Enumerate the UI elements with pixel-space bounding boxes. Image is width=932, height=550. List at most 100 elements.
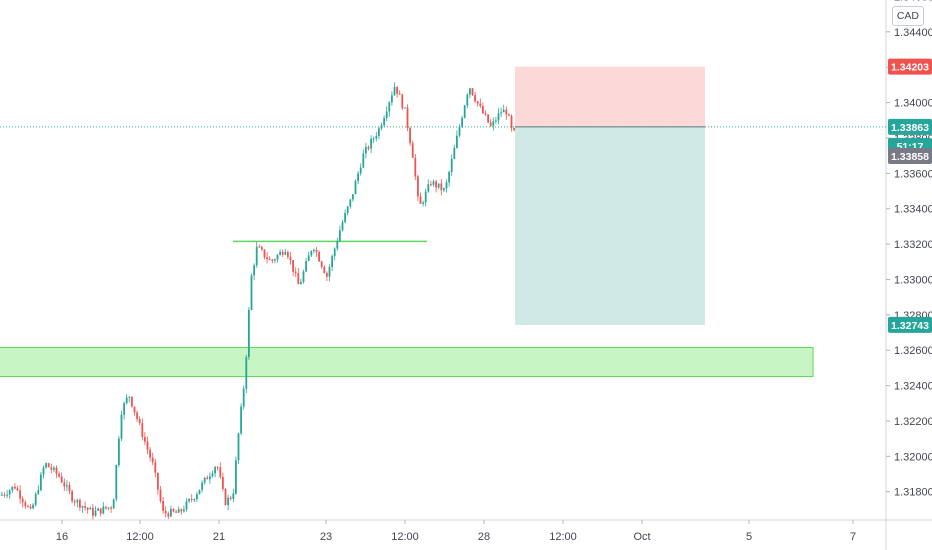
candle-body [300,281,302,285]
candle-body [131,396,133,407]
candle-body [29,506,32,509]
candle-body [193,499,196,501]
candle-body [344,213,346,223]
candle-body [484,113,487,115]
candle-body [471,88,474,96]
candle-body [245,357,248,389]
candle-body [255,246,258,266]
candle-body [406,107,409,128]
candle-body [513,128,515,131]
candle-body [445,182,448,189]
candle-body [118,438,120,466]
candle-body [185,501,188,510]
candle-body [375,136,378,139]
candle-body [292,260,294,272]
candle-body [404,107,406,109]
candle-body [115,465,118,500]
candle-body [55,467,58,474]
candle-body [42,467,45,475]
candle-body [120,414,123,439]
price-tag [888,118,932,135]
price-tick-label: 1.34600 [894,0,932,3]
candle-body [289,256,292,261]
currency-label[interactable]: CAD [891,6,924,26]
support-zone [0,347,814,378]
candle-body [206,477,209,480]
candle-body [352,194,354,200]
candle-body [149,449,151,458]
candle-body [60,476,63,483]
candle-body [294,271,297,274]
price-tag-label: 1.33863 [891,122,929,134]
candle-body [261,247,263,250]
candle-body [435,181,437,188]
candle-body [229,497,232,499]
candle-body [437,183,440,188]
candle-body [21,498,24,503]
candle-body [331,256,333,268]
candle-body [411,143,414,158]
candle-body [190,499,193,501]
candle-body [398,93,401,95]
candle-body [170,509,172,517]
candle-body [237,433,240,461]
candle-body [11,486,14,491]
price-tag-label: 1.34203 [891,62,929,74]
candle-body [63,482,66,487]
candle-body [3,494,6,496]
candle-body [92,507,94,516]
candle-body [177,509,180,513]
candle-body [419,196,422,204]
price-axis[interactable]: 1.318001.320001.322001.324001.326001.328… [885,0,932,550]
candle-body [133,406,136,413]
candle-body [112,499,115,509]
candle-body [86,507,89,510]
candle-body [99,508,102,514]
candle-body [315,249,318,253]
candle-body [146,441,149,450]
candle-body [414,157,417,177]
candle-body [417,176,419,197]
candle-body [320,261,323,267]
candle-body [469,88,471,95]
time-tick-label: 12:00 [126,531,154,543]
candle-body [209,476,211,480]
candle-body [281,251,284,255]
candle-body [66,485,68,487]
candle-body [32,504,34,509]
candle-body [219,467,222,477]
candle-body [328,267,331,277]
candle-body [138,419,141,424]
price-tick-label: 1.33000 [894,274,932,286]
candle-body [24,502,27,507]
candle-body [76,500,79,503]
candle-body [367,146,370,149]
candle-body [240,406,242,434]
candle-body [125,397,128,404]
candle-body [188,499,190,502]
candle-body [307,255,310,262]
time-tick-label: 12:00 [391,531,419,543]
candle-body [34,493,37,505]
time-axis[interactable]: 16 12:00 21 23 12:00 28 12:00 Oct 5 7 [0,519,932,543]
candle-body [380,125,383,129]
candle-body [27,506,29,508]
candle-body [487,114,489,123]
candle-body [105,506,107,509]
candle-body [466,94,469,106]
candle-body [474,95,476,102]
price-tick-label: 1.32000 [894,451,932,463]
price-tick-label: 1.34400 [894,27,932,39]
candle-body [409,127,411,144]
candle-body [144,436,146,442]
candle-body [276,254,279,260]
candle-body [263,249,266,258]
candle-body [183,509,185,512]
candle-body [326,273,328,277]
candle-body [362,153,365,168]
candle-body [453,147,456,159]
take-profit-zone [515,126,705,325]
candle-body [357,173,359,182]
candle-body [422,202,424,204]
